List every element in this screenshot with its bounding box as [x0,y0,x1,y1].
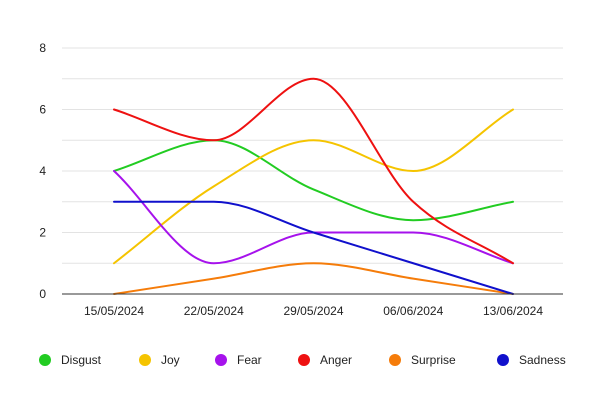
y-tick-label: 2 [39,226,46,240]
x-tick-label: 22/05/2024 [184,304,244,318]
y-tick-label: 0 [39,287,46,301]
legend: Disgust Joy Fear Anger Surprise Sadness [0,350,605,370]
series-line-disgust [113,139,514,222]
gridlines [62,47,563,264]
x-axis-ticks: 15/05/2024 22/05/2024 29/05/2024 06/06/2024… [84,304,543,318]
legend-swatch [215,354,227,366]
legend-swatch [389,354,401,366]
legend-item-fear[interactable]: Fear [215,350,262,370]
series-lines [113,77,514,295]
series-line-fear [113,170,514,265]
legend-swatch [139,354,151,366]
legend-item-disgust[interactable]: Disgust [39,350,101,370]
series-line-anger [113,77,514,265]
y-tick-label: 8 [39,41,46,55]
legend-swatch [497,354,509,366]
series-line-sadness [113,200,514,295]
x-tick-label: 29/05/2024 [283,304,343,318]
y-axis-ticks: 0 2 4 6 8 [39,41,46,301]
legend-swatch [39,354,51,366]
series-line-surprise [113,262,514,295]
x-tick-label: 06/06/2024 [383,304,443,318]
legend-item-joy[interactable]: Joy [139,350,180,370]
legend-swatch [298,354,310,366]
legend-label: Surprise [411,353,456,367]
legend-label: Joy [161,353,180,367]
x-tick-label: 13/06/2024 [483,304,543,318]
series-line-joy [113,108,514,265]
legend-label: Sadness [519,353,566,367]
x-tick-label: 15/05/2024 [84,304,144,318]
legend-item-sadness[interactable]: Sadness [497,350,566,370]
legend-label: Anger [320,353,353,367]
legend-item-anger[interactable]: Anger [298,350,352,370]
y-tick-label: 6 [39,103,46,117]
y-tick-label: 4 [39,164,46,178]
legend-label: Fear [237,353,262,367]
legend-item-surprise[interactable]: Surprise [389,350,456,370]
legend-label: Disgust [61,353,102,367]
